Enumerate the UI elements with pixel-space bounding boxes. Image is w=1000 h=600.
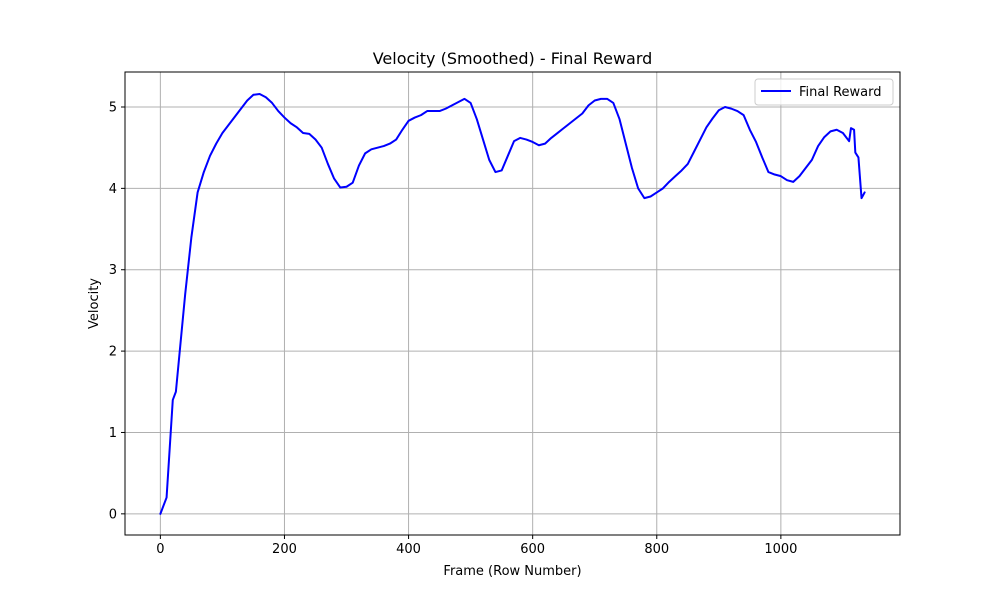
chart-title: Velocity (Smoothed) - Final Reward [373, 49, 653, 68]
y-axis-label: Velocity [87, 278, 102, 329]
plot-frame [124, 71, 901, 536]
series-line-final-reward [159, 92, 866, 515]
y-tick-label: 1 [109, 426, 117, 441]
grid [125, 72, 900, 535]
legend-box [754, 78, 894, 106]
x-tick-label: 1000 [764, 542, 797, 557]
y-tick-label: 2 [109, 345, 117, 360]
y-tick-label: 0 [109, 507, 117, 522]
x-tick-label: 200 [272, 542, 297, 557]
series-lines [159, 92, 866, 515]
x-axis-label: Frame (Row Number) [443, 564, 581, 579]
x-tick-label: 400 [396, 542, 421, 557]
x-tick-label: 800 [644, 542, 669, 557]
y-tick-label: 4 [109, 182, 117, 197]
legend: Final Reward [754, 78, 894, 106]
legend-label: Final Reward [799, 85, 882, 100]
x-tick-label: 0 [156, 542, 164, 557]
ticks: 0 200 400 600 800 1000 0 1 2 3 4 5 [109, 100, 798, 557]
x-tick-label: 600 [520, 542, 545, 557]
y-tick-label: 5 [109, 100, 117, 115]
y-tick-label: 3 [109, 263, 117, 278]
